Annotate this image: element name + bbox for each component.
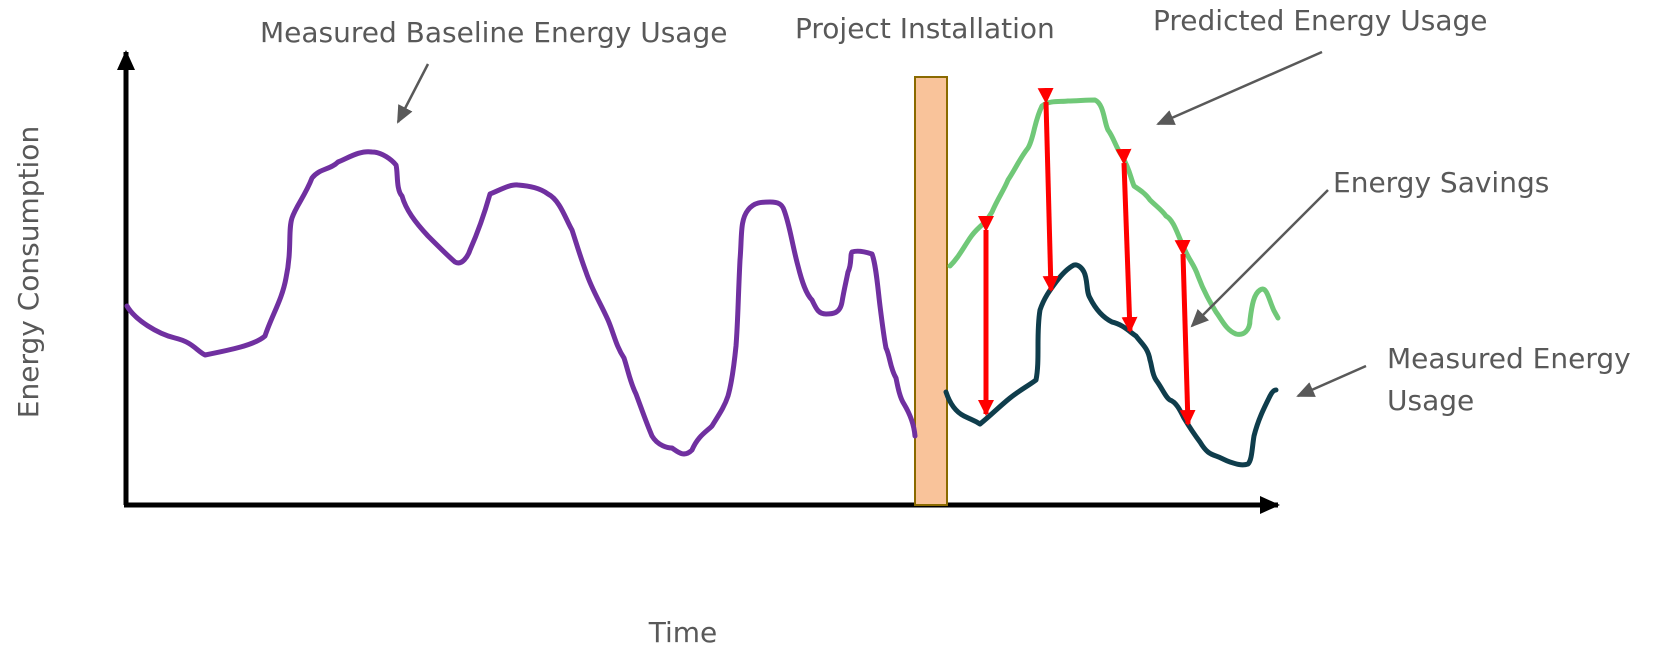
installation-bar xyxy=(914,76,948,506)
y-axis-title: Energy Consumption xyxy=(12,126,45,418)
predicted-label: Predicted Energy Usage xyxy=(1153,4,1488,37)
predicted-energy-line xyxy=(947,97,1281,337)
measured-pointer xyxy=(1296,364,1367,398)
savings-arrow-2 xyxy=(1037,87,1059,292)
savings-pointer xyxy=(1190,189,1329,328)
baseline-pointer xyxy=(396,63,430,124)
measured-label-line1: Measured Energy xyxy=(1387,342,1631,375)
measured-label-line2: Usage xyxy=(1387,384,1474,417)
savings-arrow-4 xyxy=(1174,239,1196,426)
installation-label: Project Installation xyxy=(795,12,1055,45)
baseline-energy-line xyxy=(124,149,918,457)
savings-label: Energy Savings xyxy=(1333,166,1549,199)
measured-energy-line xyxy=(943,262,1279,468)
baseline-label: Measured Baseline Energy Usage xyxy=(260,16,727,49)
savings-arrow-3 xyxy=(1115,148,1138,333)
predicted-pointer xyxy=(1156,50,1323,126)
x-axis-title: Time xyxy=(648,616,718,645)
